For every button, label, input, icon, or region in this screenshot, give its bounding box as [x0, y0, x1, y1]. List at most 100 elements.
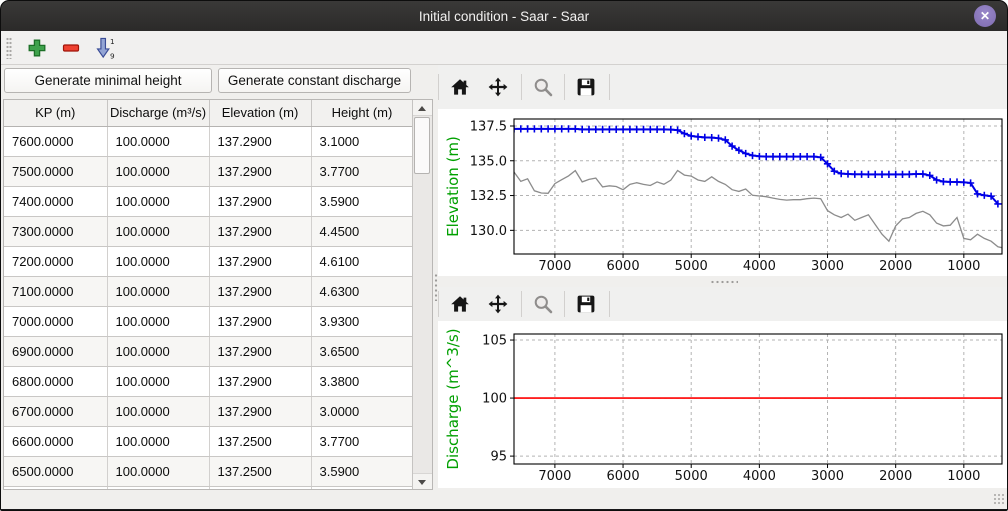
table-cell[interactable]: 100.0000 [107, 246, 210, 277]
discharge-plot-canvas[interactable]: 7000 6000 5000 4000 3000 2000 1000 95 100 105 Disc… [438, 321, 1008, 488]
y-tick-label: 95 [490, 450, 507, 465]
table-cell[interactable]: 3.7700 [311, 426, 414, 457]
resize-grip-icon[interactable] [993, 493, 1005, 505]
remove-row-button[interactable] [57, 34, 85, 62]
table-cell[interactable]: 6600.0000 [4, 426, 108, 457]
table-cell[interactable]: 137.2900 [209, 276, 312, 307]
generate-constant-discharge-button[interactable]: Generate constant discharge [218, 68, 411, 93]
table-cell[interactable]: 100.0000 [107, 336, 210, 367]
plots-panel: 7000 6000 5000 4000 3000 2000 1000 130.0 132.5 13… [438, 65, 1008, 509]
separator [609, 74, 610, 100]
table-cell[interactable]: 3.7700 [311, 156, 414, 187]
scrollbar-thumb[interactable] [414, 117, 430, 174]
zoom-icon [534, 295, 553, 314]
table-cell[interactable]: 137.2900 [209, 246, 312, 277]
table-cell[interactable]: 3.1000 [311, 126, 414, 157]
separator [564, 291, 565, 317]
table-cell[interactable]: 137.2900 [209, 216, 312, 247]
table-cell[interactable]: 6900.0000 [4, 336, 108, 367]
table-cell[interactable]: 100.0000 [107, 396, 210, 427]
table-cell[interactable]: 7600.0000 [4, 126, 108, 157]
table-cell[interactable]: 100.0000 [107, 306, 210, 337]
pan-icon [488, 294, 508, 314]
y-tick-label: 100 [482, 392, 507, 407]
table-cell[interactable]: 100.0000 [107, 456, 210, 487]
separator [521, 291, 522, 317]
table-cell[interactable]: 137.2900 [209, 396, 312, 427]
table-cell[interactable]: 7100.0000 [4, 276, 108, 307]
add-row-button[interactable] [23, 34, 51, 62]
table-cell[interactable] [107, 486, 210, 489]
app-toolbar: 1 9 [1, 31, 1007, 65]
table-cell[interactable]: 137.2900 [209, 306, 312, 337]
table-cell[interactable]: 3.3800 [311, 366, 414, 397]
table-cell[interactable]: 137.2900 [209, 156, 312, 187]
table-cell[interactable]: 4.6300 [311, 276, 414, 307]
table-cell[interactable]: 100.0000 [107, 276, 210, 307]
table-cell[interactable]: 137.2900 [209, 336, 312, 367]
y-axis-label: Discharge (m^3/s) [444, 328, 462, 469]
table-cell[interactable] [209, 486, 312, 489]
table-row: 7000.0000 100.0000 137.2900 3.9300 [4, 306, 414, 337]
table-cell[interactable]: 137.2900 [209, 366, 312, 397]
table-cell[interactable]: 7400.0000 [4, 186, 108, 217]
table-cell[interactable]: 3.5900 [311, 186, 414, 217]
column-header[interactable]: Discharge (m³/s) [107, 100, 210, 127]
table-cell[interactable]: 100.0000 [107, 426, 210, 457]
titlebar[interactable]: Initial condition - Saar - Saar ✕ [1, 1, 1007, 31]
table-cell[interactable]: 7500.0000 [4, 156, 108, 187]
save-button[interactable] [571, 72, 601, 102]
zoom-button[interactable] [528, 72, 558, 102]
y-tick-label: 132.5 [470, 189, 507, 204]
table-cell[interactable]: 6500.0000 [4, 456, 108, 487]
status-strip [438, 488, 1007, 509]
table-cell[interactable]: 137.2900 [209, 186, 312, 217]
zoom-button[interactable] [528, 289, 558, 319]
home-button[interactable] [445, 289, 475, 319]
close-button[interactable]: ✕ [974, 5, 996, 27]
pan-button[interactable] [483, 289, 513, 319]
home-button[interactable] [445, 72, 475, 102]
column-header[interactable]: Height (m) [311, 100, 414, 127]
toolbar-drag-handle[interactable] [6, 36, 12, 59]
table-cell[interactable]: 7200.0000 [4, 246, 108, 277]
separator [609, 291, 610, 317]
table-cell[interactable]: 4.4500 [311, 216, 414, 247]
sort-rows-button[interactable]: 1 9 [91, 34, 119, 62]
table-cell[interactable]: 6800.0000 [4, 366, 108, 397]
scroll-up-button[interactable] [413, 100, 432, 116]
scroll-down-button[interactable] [413, 473, 432, 489]
table-cell[interactable]: 7000.0000 [4, 306, 108, 337]
elevation-plot-canvas[interactable]: 7000 6000 5000 4000 3000 2000 1000 130.0 132.5 13… [438, 109, 1008, 276]
table-cell[interactable]: 100.0000 [107, 216, 210, 247]
table-cell[interactable]: 3.0000 [311, 396, 414, 427]
generate-minimal-height-button[interactable]: Generate minimal height [4, 68, 212, 93]
table-cell[interactable] [4, 486, 108, 489]
table-cell[interactable]: 6700.0000 [4, 396, 108, 427]
vertical-splitter[interactable] [433, 65, 438, 509]
table-cell[interactable]: 100.0000 [107, 366, 210, 397]
horizontal-splitter[interactable] [438, 276, 1007, 287]
table-cell[interactable] [311, 486, 414, 489]
table-cell[interactable]: 137.2900 [209, 126, 312, 157]
table-cell[interactable]: 100.0000 [107, 156, 210, 187]
table-cell[interactable]: 4.6100 [311, 246, 414, 277]
water-surface-elevation-markers [514, 125, 1002, 208]
splitter-handle-icon [433, 273, 438, 301]
table-cell[interactable]: 3.9300 [311, 306, 414, 337]
column-header[interactable]: Elevation (m) [209, 100, 312, 127]
table-cell[interactable]: 137.2500 [209, 426, 312, 457]
pan-button[interactable] [483, 72, 513, 102]
save-icon [577, 78, 595, 96]
column-header[interactable]: KP (m) [4, 100, 108, 127]
x-tick-label: 4000 [743, 469, 776, 484]
table-cell[interactable]: 3.6500 [311, 336, 414, 367]
table-cell[interactable]: 100.0000 [107, 186, 210, 217]
table-cell[interactable]: 3.5900 [311, 456, 414, 487]
table-cell[interactable]: 7300.0000 [4, 216, 108, 247]
table-cell[interactable]: 100.0000 [107, 126, 210, 157]
table-cell[interactable]: 137.2500 [209, 456, 312, 487]
save-button[interactable] [571, 289, 601, 319]
table-scrollbar[interactable] [412, 100, 432, 489]
